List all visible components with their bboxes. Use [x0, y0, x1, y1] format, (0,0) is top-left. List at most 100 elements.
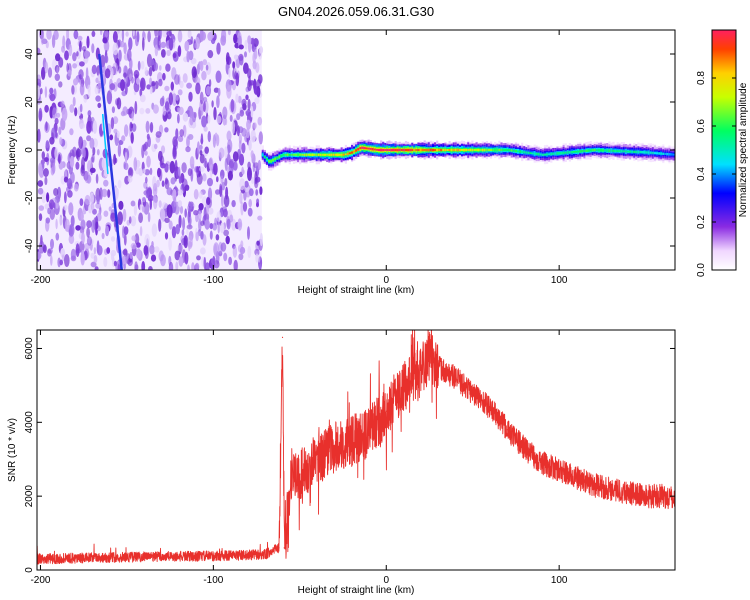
snr-point	[523, 447, 526, 449]
noise-speckle	[213, 106, 217, 121]
ridge-cell	[292, 153, 296, 156]
noise-speckle	[225, 52, 230, 65]
noise-speckle	[121, 135, 126, 142]
noise-speckle	[164, 85, 170, 92]
noise-speckle	[116, 130, 120, 139]
noise-speckle	[185, 146, 191, 153]
noise-speckle	[162, 202, 168, 209]
noise-speckle	[221, 181, 226, 191]
ridge-cell	[541, 153, 545, 156]
noise-speckle	[93, 247, 97, 255]
noise-speckle	[211, 100, 214, 108]
snr-point	[299, 473, 301, 475]
snr-point	[281, 336, 284, 338]
noise-speckle	[64, 254, 70, 267]
noise-speckle	[254, 170, 258, 185]
ridge-cell	[328, 153, 331, 156]
noise-speckle	[158, 78, 163, 87]
ridge-cell	[415, 149, 418, 151]
noise-speckle	[251, 37, 255, 50]
noise-speckle	[172, 52, 177, 59]
ridge-cell	[423, 149, 426, 151]
noise-speckle	[231, 218, 237, 231]
noise-speckle	[142, 37, 145, 51]
noise-speckle	[144, 150, 148, 156]
noise-speckle	[45, 121, 48, 131]
noise-speckle	[187, 168, 192, 177]
noise-speckle	[136, 30, 140, 43]
noise-speckle	[164, 101, 170, 111]
noise-speckle	[255, 253, 259, 263]
noise-speckle	[252, 80, 257, 91]
noise-speckle	[38, 107, 43, 121]
noise-speckle	[55, 53, 61, 62]
ridge-cell	[653, 152, 657, 154]
noise-speckle	[250, 105, 254, 118]
noise-speckle	[112, 42, 119, 56]
ridge-cell	[579, 150, 582, 153]
y-tick-label: 6000	[24, 337, 35, 360]
ridge-cell	[560, 151, 563, 155]
y-tick-label: 40	[24, 48, 35, 60]
noise-speckle	[230, 99, 235, 113]
noise-speckle	[202, 234, 207, 246]
noise-speckle	[139, 226, 143, 237]
noise-speckle	[52, 107, 57, 119]
noise-speckle	[92, 146, 96, 156]
noise-speckle	[73, 78, 79, 86]
noise-speckle	[41, 69, 46, 76]
noise-speckle	[53, 188, 59, 196]
noise-speckle	[181, 162, 187, 174]
noise-speckle	[153, 62, 158, 71]
noise-speckle	[193, 210, 199, 216]
noise-speckle	[205, 64, 209, 71]
noise-speckle	[245, 94, 249, 101]
y-tick-label: 0	[24, 147, 35, 153]
noise-speckle	[129, 251, 133, 260]
x-tick-label: 0	[383, 575, 389, 586]
y-tick-label: 20	[24, 96, 35, 108]
noise-speckle	[157, 167, 161, 178]
ridge-cell	[622, 150, 625, 153]
noise-speckle	[254, 97, 260, 105]
noise-speckle	[55, 232, 60, 241]
noise-speckle	[248, 199, 252, 208]
noise-speckle	[149, 198, 152, 211]
ridge-cell	[373, 148, 376, 151]
colorbar: 0.0 0.2 0.4 0.6 0.8 Normalized spectral ampl…	[696, 29, 749, 277]
y-tick-label: 4000	[24, 411, 35, 434]
noise-speckle	[242, 201, 248, 212]
ridge-cell	[600, 149, 603, 152]
noise-speckle	[239, 109, 245, 117]
ridge-cell	[620, 150, 623, 153]
noise-speckle	[43, 244, 47, 254]
noise-speckle	[70, 215, 75, 227]
noise-speckle	[117, 179, 122, 189]
y-tick-label: -40	[24, 238, 35, 253]
noise-speckle	[94, 266, 99, 270]
ridge-cell	[396, 148, 399, 152]
noise-speckle	[232, 61, 236, 69]
noise-speckle	[207, 207, 214, 215]
noise-speckle	[223, 208, 228, 218]
noise-speckle	[256, 202, 259, 208]
noise-speckle	[239, 246, 246, 255]
noise-speckle	[146, 133, 150, 140]
ridge-cell	[454, 148, 457, 152]
noise-speckle	[205, 85, 211, 96]
noise-speckle	[209, 223, 214, 230]
noise-speckle	[174, 74, 180, 85]
noise-speckle	[101, 157, 108, 170]
ridge-cell	[477, 148, 480, 152]
noise-speckle	[96, 149, 100, 156]
ridge-cell	[427, 148, 430, 152]
ridge-cell	[473, 149, 476, 151]
noise-speckle	[220, 175, 224, 184]
ridge-cell	[361, 146, 364, 149]
noise-speckle	[166, 30, 172, 37]
noise-speckle	[160, 41, 167, 49]
ridge-cell	[556, 152, 559, 155]
noise-speckle	[190, 36, 194, 45]
ridge-cell	[649, 151, 652, 154]
ridge-cell	[321, 153, 325, 156]
